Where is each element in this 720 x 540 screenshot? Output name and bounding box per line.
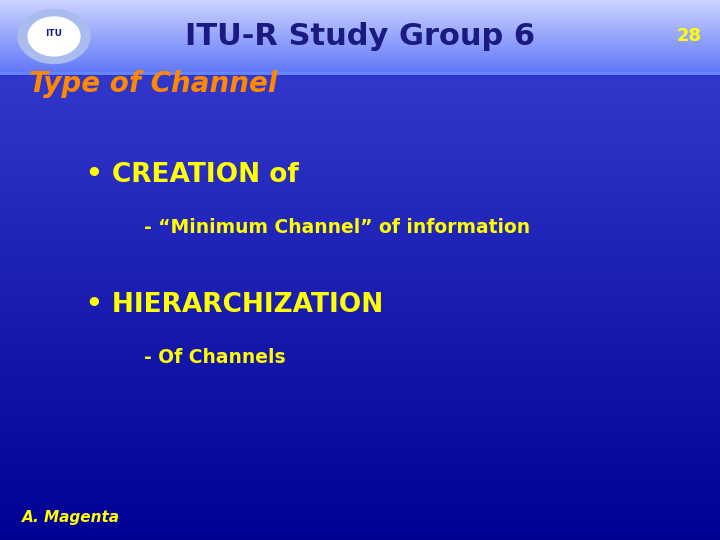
Text: • HIERARCHIZATION: • HIERARCHIZATION [86,292,384,318]
Text: ITU: ITU [45,29,63,38]
Text: - “Minimum Channel” of information: - “Minimum Channel” of information [144,218,530,238]
Circle shape [28,17,80,56]
Circle shape [18,10,90,63]
Text: ITU-R Study Group 6: ITU-R Study Group 6 [185,22,535,51]
Text: - Of Channels: - Of Channels [144,348,286,367]
Text: • CREATION of: • CREATION of [86,163,300,188]
Text: A. Magenta: A. Magenta [22,510,120,525]
Text: 28: 28 [677,28,702,45]
Text: Type of Channel: Type of Channel [29,70,277,98]
